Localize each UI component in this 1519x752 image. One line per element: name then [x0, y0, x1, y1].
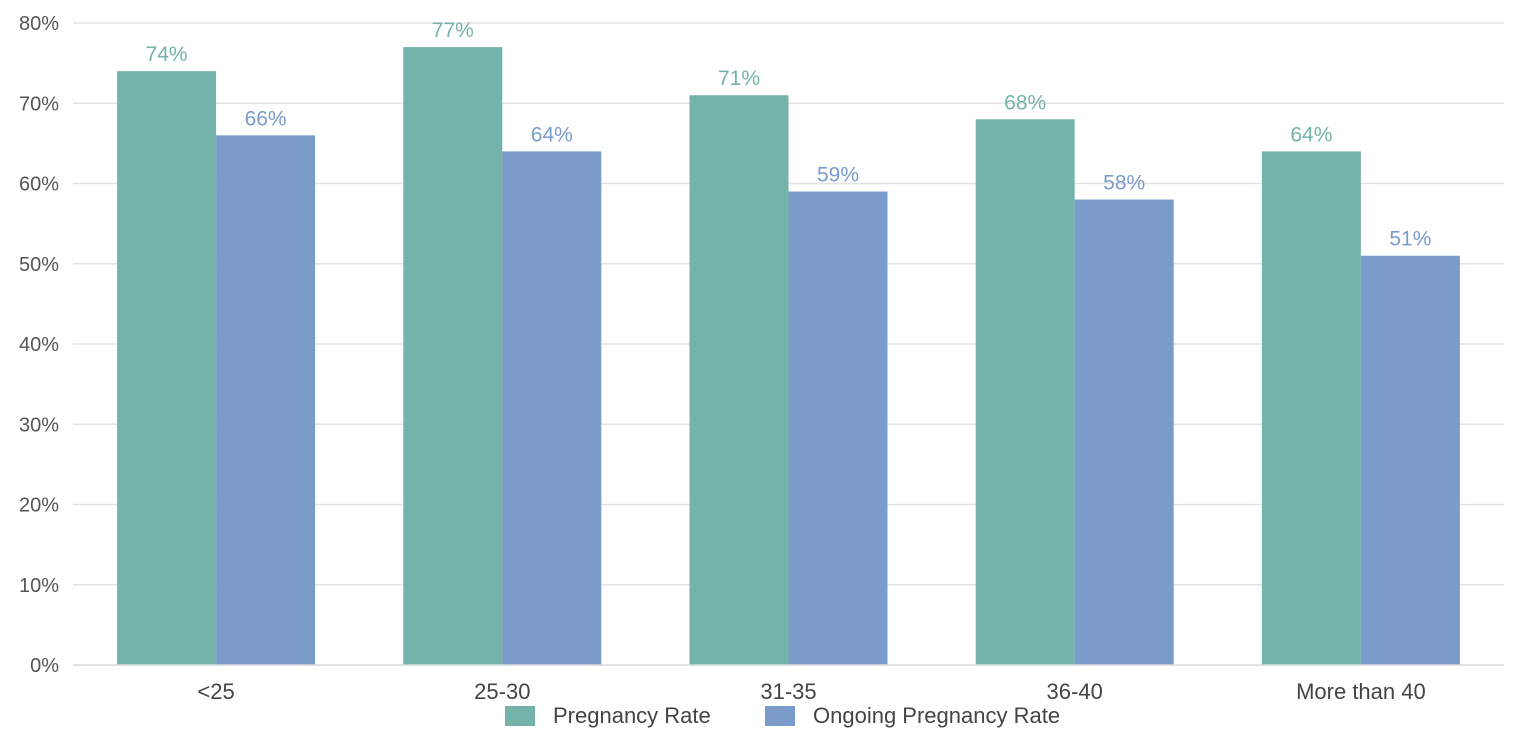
bar — [216, 135, 316, 666]
y-tick-label: 10% — [19, 575, 59, 597]
bar — [502, 151, 602, 665]
y-tick-label: 80% — [19, 13, 59, 35]
bar — [975, 119, 1075, 666]
legend-label: Ongoing Pregnancy Rate — [813, 703, 1060, 728]
data-label: 64% — [531, 123, 573, 146]
bar — [788, 191, 888, 665]
y-tick-label: 0% — [30, 655, 59, 677]
data-labels: 74% 66% 77% 64% 71% 59% 68% 58% 64% 51% — [146, 19, 1432, 251]
data-label: 66% — [245, 107, 287, 130]
x-axis-category-labels: <25 25-30 31-35 36-40 More than 40 — [197, 679, 1425, 704]
y-axis-tick-labels: 0% 10% 20% 30% 40% 50% 60% 70% 80% — [19, 13, 59, 677]
y-tick-label: 40% — [19, 334, 59, 356]
data-label: 74% — [146, 43, 188, 66]
data-label: 77% — [432, 19, 474, 42]
x-category-label: 25-30 — [474, 679, 530, 704]
bar — [403, 47, 503, 665]
data-label: 68% — [1004, 91, 1046, 114]
data-label: 71% — [718, 67, 760, 90]
legend-swatch — [765, 706, 795, 726]
y-tick-label: 70% — [19, 93, 59, 115]
bar — [1074, 199, 1174, 666]
y-tick-label: 20% — [19, 495, 59, 517]
data-label: 64% — [1290, 123, 1332, 146]
x-category-label: 36-40 — [1047, 679, 1103, 704]
data-label: 58% — [1103, 172, 1145, 195]
y-tick-label: 30% — [19, 414, 59, 436]
y-tick-label: 50% — [19, 254, 59, 276]
bar — [1360, 255, 1460, 665]
x-category-label: 31-35 — [760, 679, 816, 704]
bar — [689, 95, 789, 666]
x-category-label: <25 — [197, 679, 234, 704]
bar — [117, 71, 217, 665]
legend-label: Pregnancy Rate — [553, 703, 711, 728]
bar — [1261, 151, 1361, 665]
y-tick-label: 60% — [19, 174, 59, 196]
bars — [117, 47, 1460, 666]
x-category-label: More than 40 — [1296, 679, 1426, 704]
legend-swatch — [505, 706, 535, 726]
data-label: 59% — [817, 164, 859, 187]
legend: Pregnancy Rate Ongoing Pregnancy Rate — [505, 703, 1060, 728]
data-label: 51% — [1389, 228, 1431, 251]
